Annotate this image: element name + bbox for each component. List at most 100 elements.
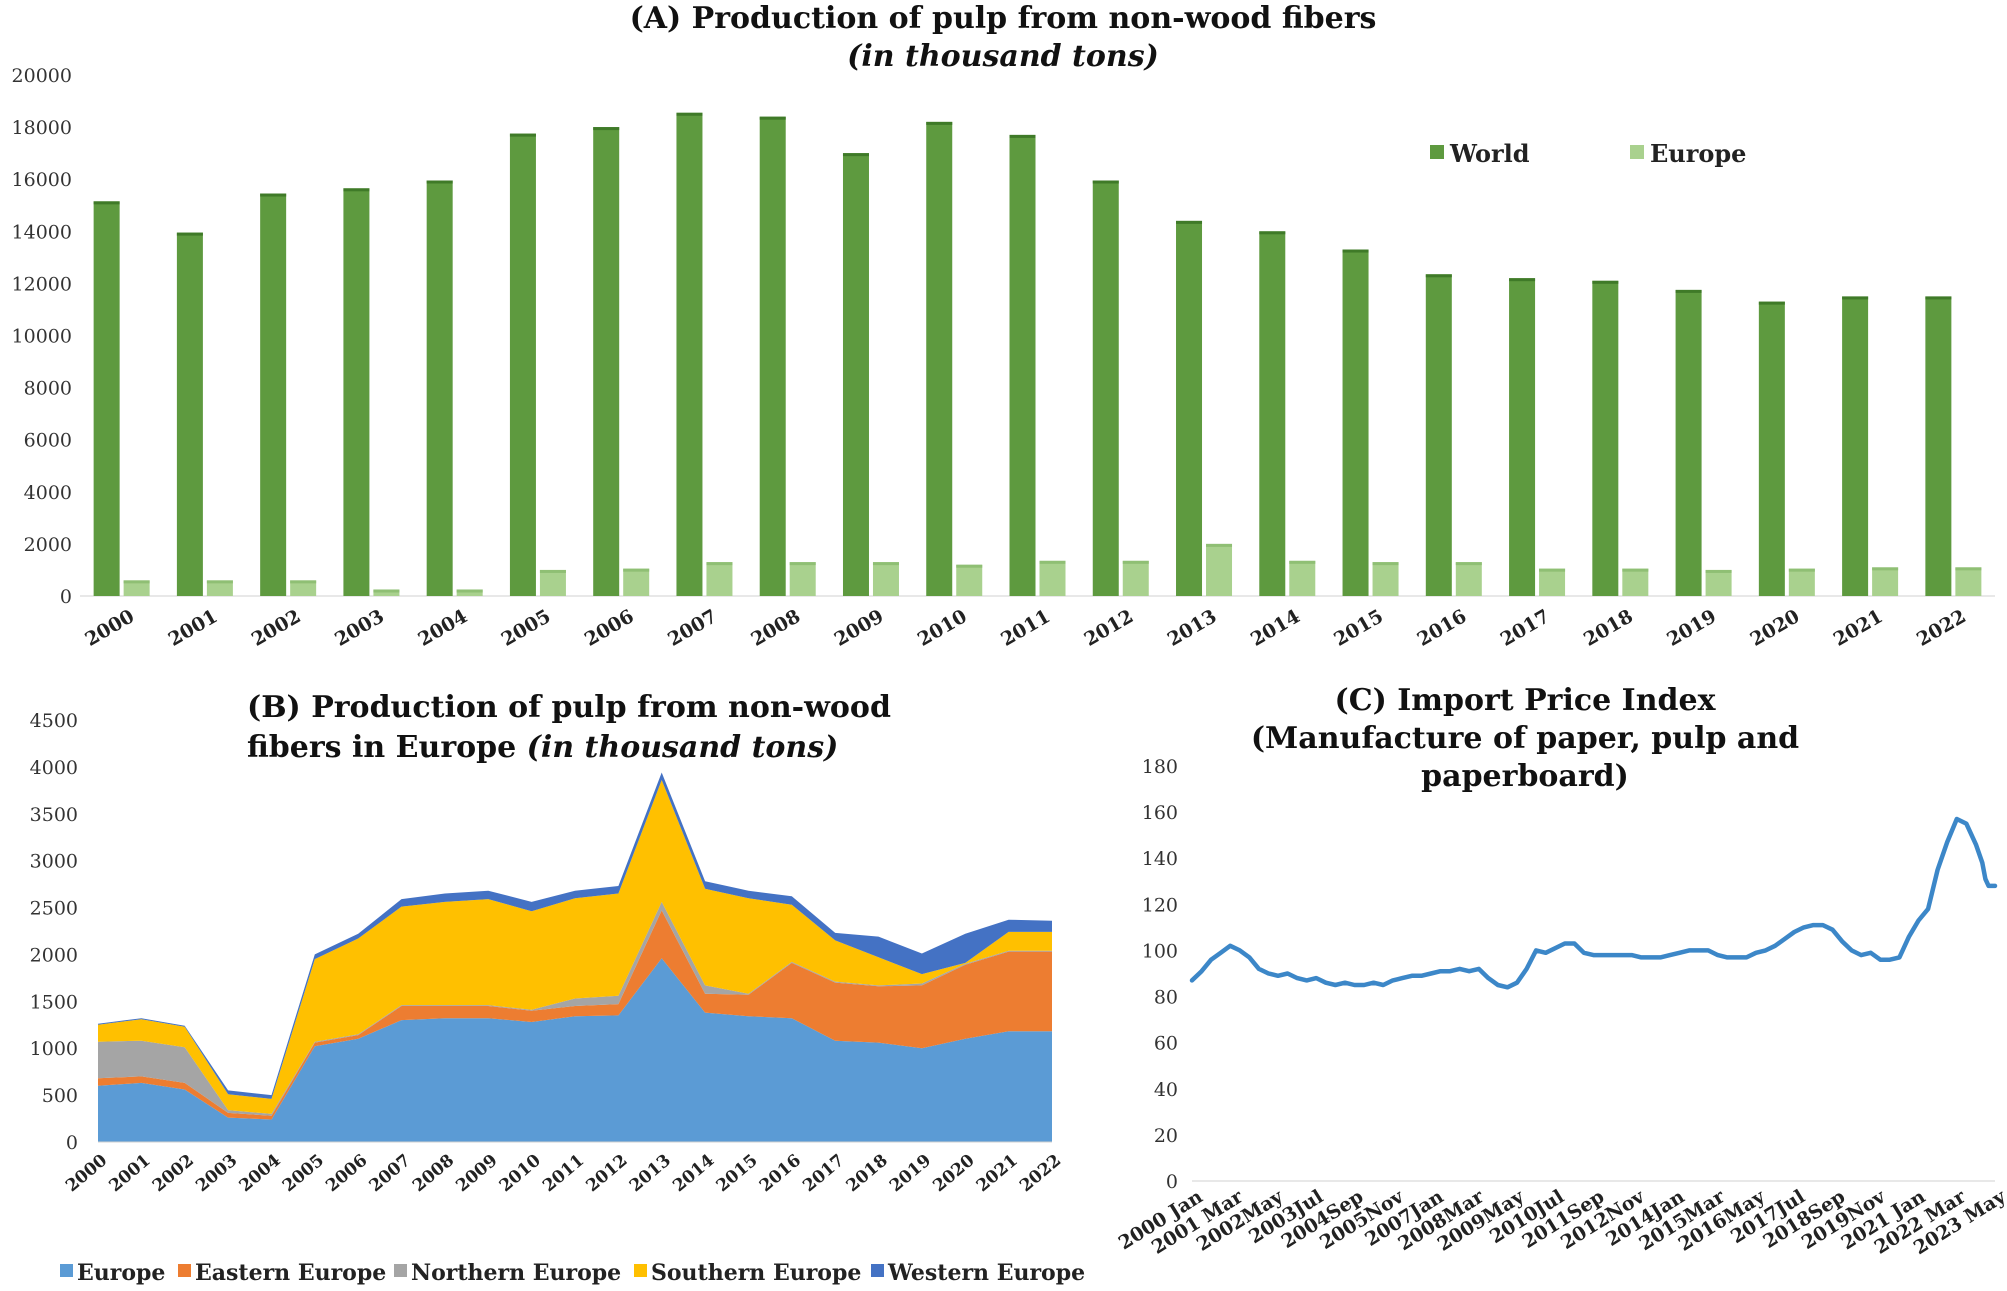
chart-c-ytick-label: 180 [1142,756,1178,778]
bar-europe-cap [1872,567,1899,571]
bar-europe [956,564,983,596]
bar-europe [1455,562,1482,596]
chart-a-ytick-label: 0 [60,586,72,608]
chart-a-xtick-label: 2011 [997,605,1054,650]
bar-europe [789,562,816,596]
chart-c-ytick-label: 60 [1154,1033,1178,1055]
chart-a-subtitle: (in thousand tons) [847,39,1159,74]
bar-europe [539,569,566,596]
chart-b-xtick-label: 2017 [799,1151,848,1197]
chart-b-xtick-label: 2004 [236,1150,285,1196]
chart-b-ytick-label: 1500 [30,991,78,1013]
chart-b-ytick-label: 4000 [30,757,78,779]
chart-b-xtick-label: 2000 [62,1150,111,1196]
chart-c-xtick-label: 2022 Mar [1871,1185,1971,1259]
bar-world-cap [1842,296,1869,300]
chart-b-legend: Europe Eastern Europe Northern Europe So… [60,1260,1085,1286]
area-eastern-europe [98,910,1052,1120]
chart-b-xtick-label: 2005 [279,1151,328,1197]
chart-b-ytick-label: 3500 [30,804,78,826]
chart-b-xtick-label: 2011 [539,1151,588,1197]
chart-a-y-axis: 0 2000 4000 6000 8000 10000 12000 14000 16000 180… [12,65,1995,608]
chart-b-title-line2-main: fibers in Europe [247,730,527,765]
bar-europe-cap [1289,560,1316,564]
chart-a-xtick-label: 2003 [331,605,388,650]
legend-label-europe: Europe [1650,139,1746,168]
bar-europe [1289,560,1316,596]
area-northern-europe [98,901,1052,1116]
chart-a-xtick-label: 2012 [1080,605,1137,650]
chart-a-xtick-label: 2001 [165,605,222,650]
chart-a-xtick-label: 2020 [1747,605,1804,650]
bar-europe [623,568,650,596]
bar-world [926,121,953,596]
chart-b-xtick-label: 2021 [973,1151,1022,1197]
bar-world [343,188,370,596]
chart-b-xtick-label: 2019 [886,1151,935,1197]
bar-europe-cap [539,569,566,573]
chart-b-xtick-label: 2008 [409,1151,458,1197]
chart-a-xtick-label: 2019 [1663,605,1720,650]
chart-b-x-axis: 2000200120022003200420052006200720082009… [62,1150,1065,1196]
bar-europe-cap [1372,562,1399,566]
legend-swatch-eastern [178,1264,191,1277]
bar-europe [1788,568,1815,596]
chart-a-xtick-label: 2009 [831,605,888,650]
bar-europe-cap [1206,543,1233,547]
chart-c-ytick-label: 20 [1154,1125,1178,1147]
bar-world [1675,289,1702,596]
chart-a-xtick-label: 2021 [1830,605,1887,650]
chart-a-ytick-label: 14000 [12,221,72,243]
bar-europe-cap [623,568,650,572]
bar-world [1509,278,1536,596]
legend-label-europe-b: Europe [77,1260,165,1286]
chart-a-xtick-label: 2013 [1164,605,1221,650]
bar-europe [456,589,483,596]
chart-b-title-line2: fibers in Europe (in thousand tons) [247,730,838,765]
bar-world-cap [260,193,287,197]
bar-world-cap [93,201,120,205]
bar-europe [1372,562,1399,596]
area-europe [98,958,1052,1142]
legend-label-northern: Northern Europe [411,1260,621,1286]
chart-c-xtick-label: 2016May [1675,1185,1770,1256]
bar-europe [123,580,150,596]
chart-a-xtick-label: 2015 [1330,605,1387,650]
bar-world [1092,180,1119,596]
bar-europe-cap [956,564,983,568]
chart-c-xtick-label: 2009May [1434,1185,1529,1256]
bar-world [426,180,453,596]
bar-world [1342,249,1369,596]
chart-c-title-line3: paperboard) [1421,759,1629,794]
chart-b-xtick-label: 2015 [713,1151,762,1197]
area-southern-europe [98,780,1052,1114]
chart-c-ytick-label: 80 [1154,987,1178,1009]
bar-world-cap [676,112,703,116]
bar-europe-cap [1622,568,1649,572]
bar-europe-cap [1539,568,1566,572]
chart-b-xtick-label: 2009 [452,1151,501,1197]
bar-europe [1705,569,1732,596]
chart-a-ytick-label: 16000 [12,169,72,191]
chart-a-ytick-label: 6000 [24,430,72,452]
chart-c-xtick-label: 2017Jul [1727,1186,1809,1249]
chart-b-ytick-label: 2500 [30,898,78,920]
legend-swatch-southern [634,1264,647,1277]
chart-b-y-axis: 0 500 1000 1500 2000 2500 3000 3500 4000 4500 [30,710,78,1154]
chart-c-xtick-label: 2000 Jan [1115,1185,1207,1254]
bar-europe-cap [872,562,899,566]
bar-world [593,127,620,596]
bar-europe [872,562,899,596]
chart-c-xtick-label: 2023 May [1910,1185,2007,1259]
legend-swatch-world [1430,145,1444,159]
chart-a-xtick-label: 2005 [498,605,555,650]
bar-world-cap [593,127,620,131]
bar-world-cap [1925,296,1952,300]
chart-c-title-line1: (C) Import Price Index [1335,683,1717,718]
bar-world [1009,134,1036,597]
bar-europe-cap [1122,560,1149,564]
chart-b-xtick-label: 2020 [929,1150,978,1196]
chart-c-ytick-label: 100 [1142,940,1178,962]
bar-world-cap [1592,280,1619,284]
bar-world-cap [1092,180,1119,184]
